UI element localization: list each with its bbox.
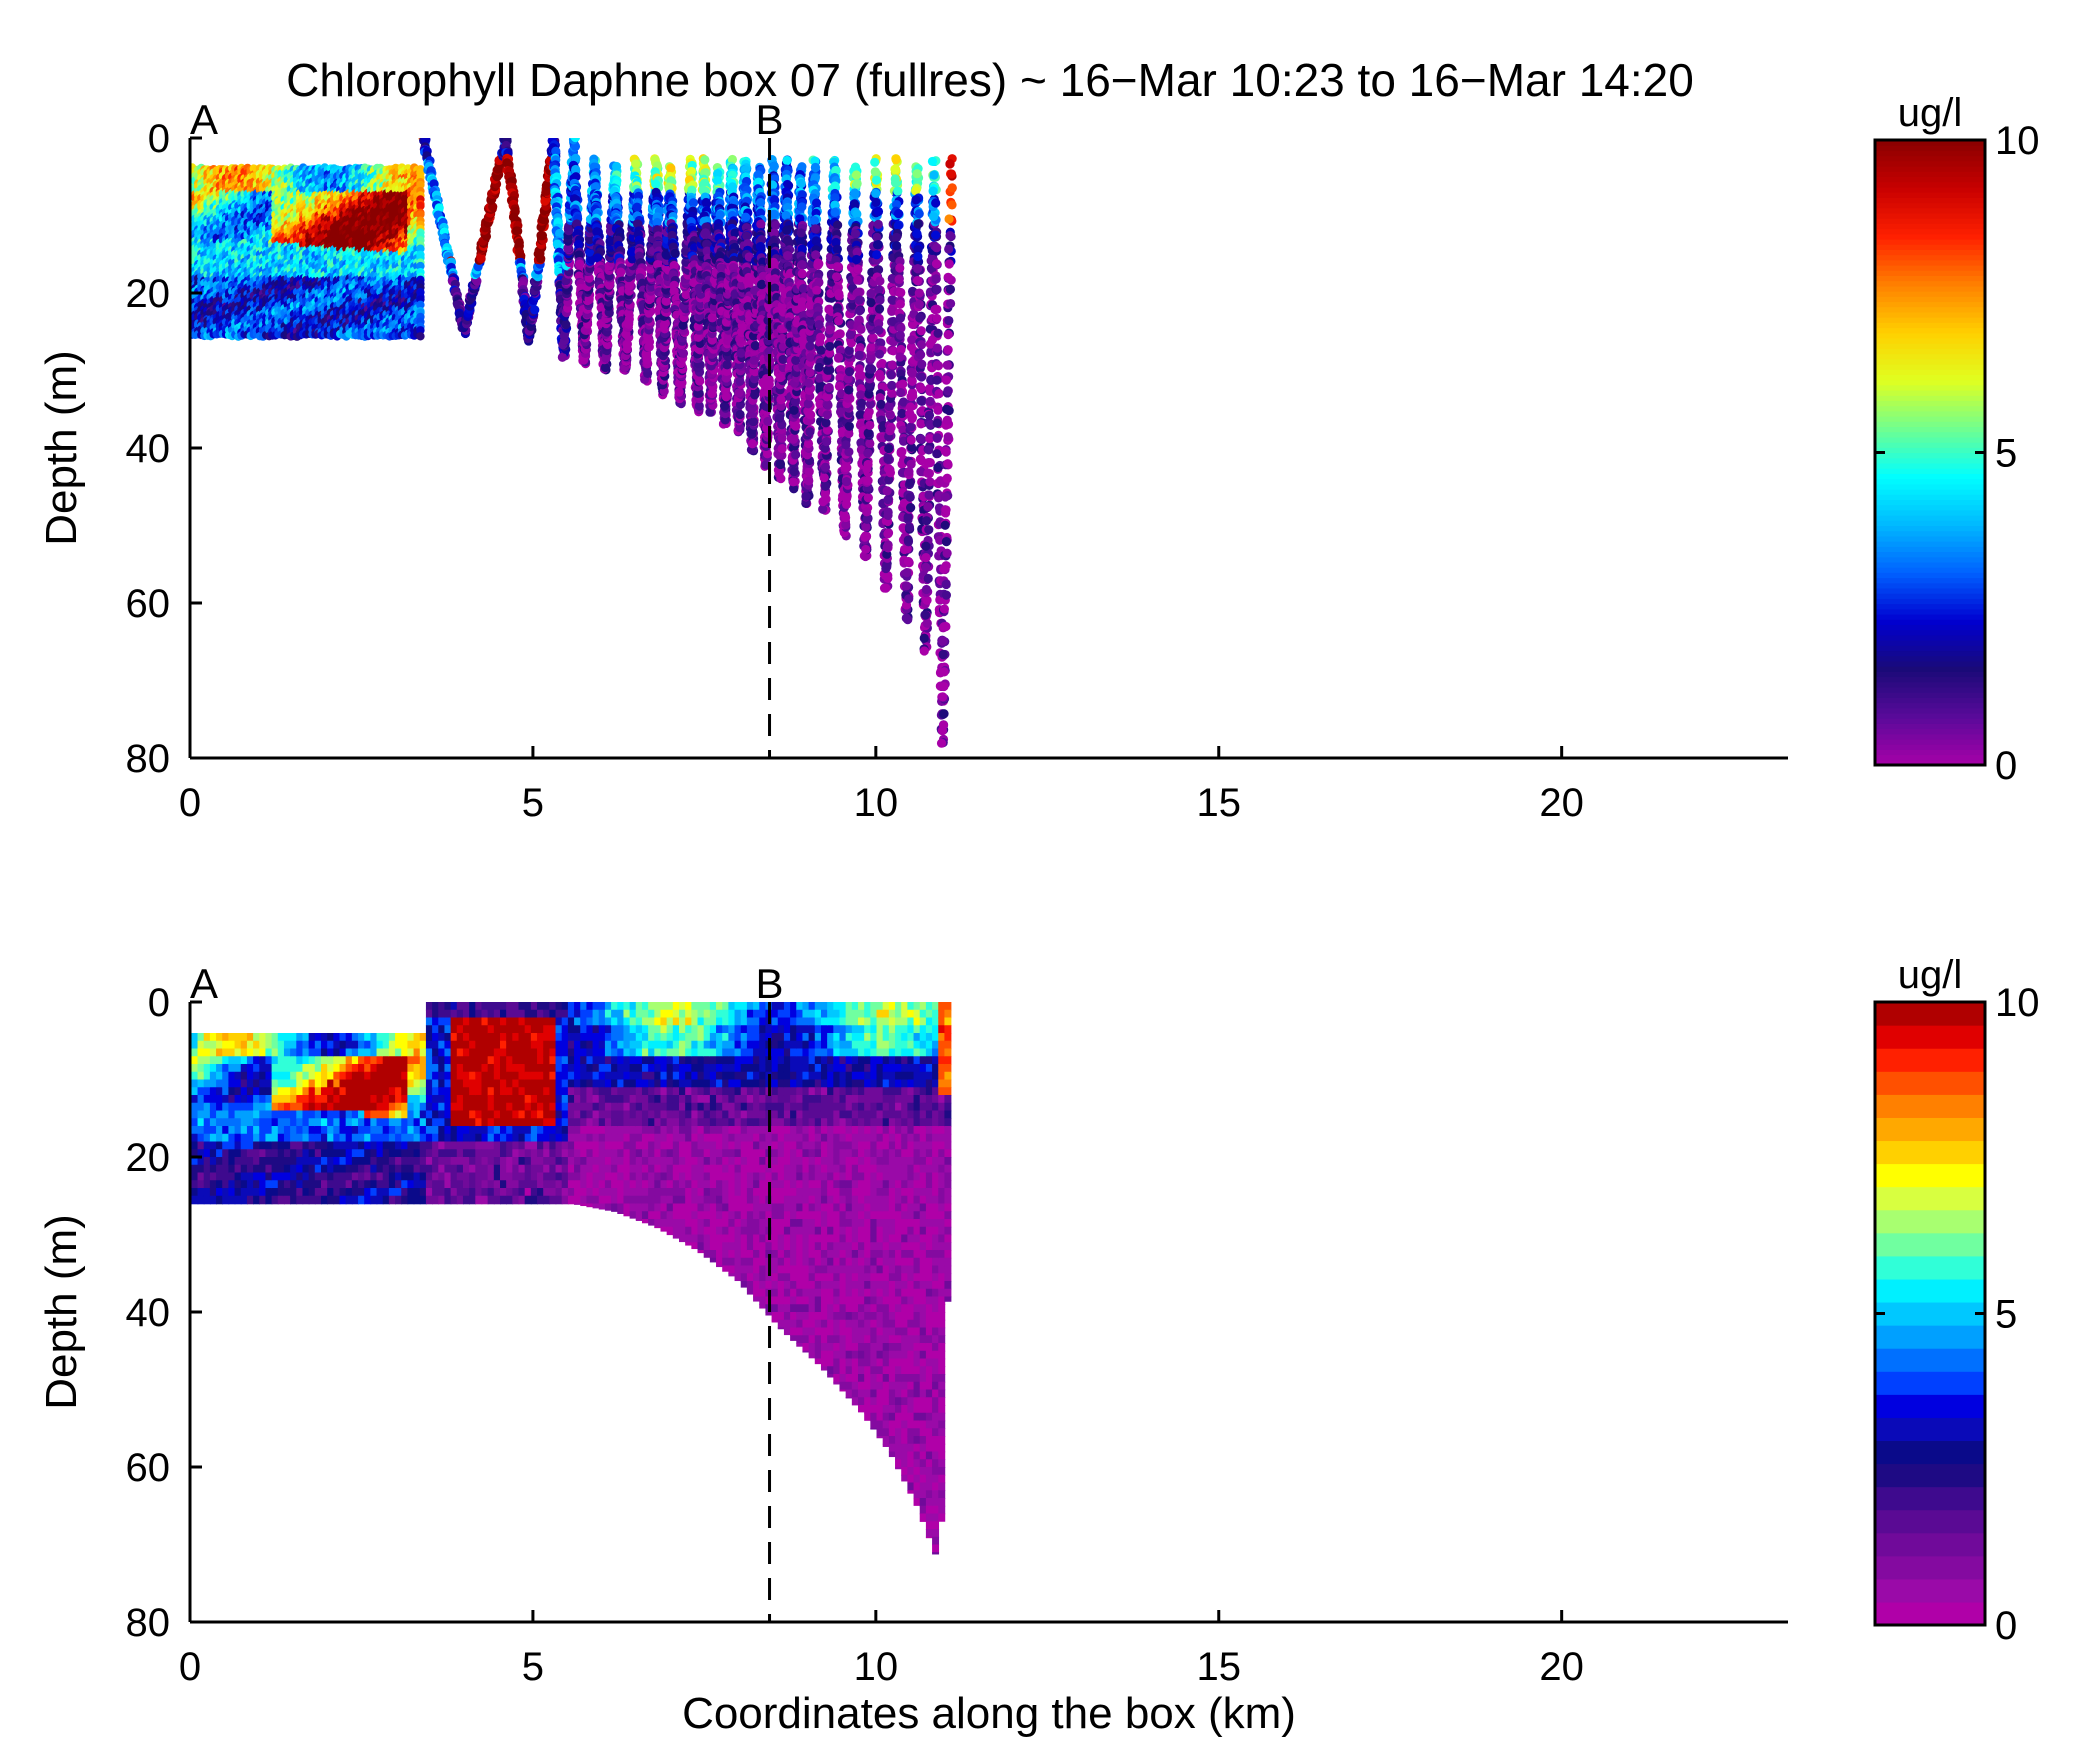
scatter-point <box>612 161 622 172</box>
scatter-point <box>592 227 602 237</box>
top-scatter-data <box>190 138 957 748</box>
scatter-point <box>651 179 661 189</box>
scatter-point <box>541 181 551 191</box>
scatter-point <box>512 226 522 236</box>
scatter-point <box>570 138 580 143</box>
scatter-point <box>670 248 680 258</box>
scatter-point <box>536 230 546 240</box>
scatter-point <box>632 202 642 212</box>
scatter-point <box>666 163 676 173</box>
scatter-point <box>631 159 641 169</box>
scatter-point <box>600 362 611 373</box>
scatter-point <box>601 353 611 363</box>
scatter-point <box>552 239 562 249</box>
chart-title: Chlorophyll Daphne box 07 (fullres) ~ 16… <box>286 54 1694 106</box>
scatter-point <box>561 319 571 330</box>
scatter-point <box>557 352 567 362</box>
scatter-point <box>573 239 584 249</box>
scatter-point <box>416 332 425 341</box>
